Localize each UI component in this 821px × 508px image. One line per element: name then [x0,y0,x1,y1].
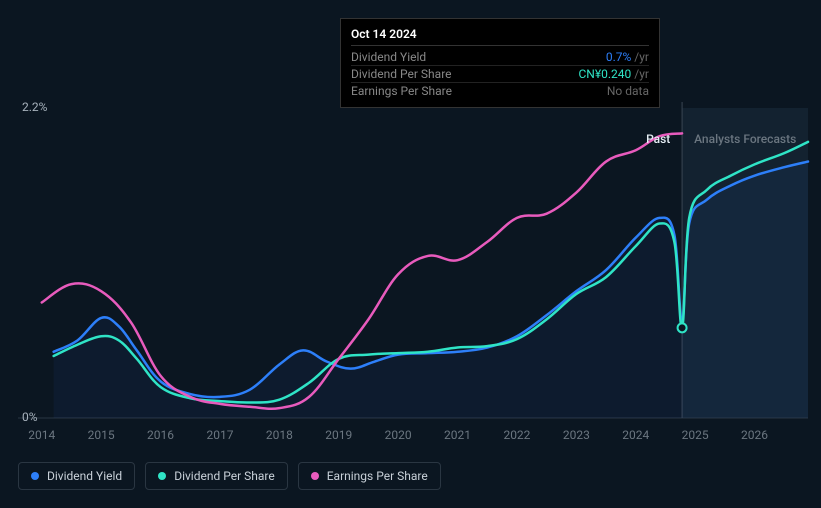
x-tick-label: 2019 [325,428,352,442]
legend-item-earnings-per-share[interactable]: Earnings Per Share [298,462,441,490]
legend-label: Earnings Per Share [327,469,428,483]
chart-container: 0%2.2% 201420152016201720182019202020212… [0,0,821,508]
legend-dot [31,472,39,480]
tooltip-row-label: Dividend Yield [351,50,426,64]
x-tick-label: 2020 [385,428,412,442]
tooltip-row: Dividend Yield 0.7%/yr [351,45,649,65]
x-tick-label: 2016 [147,428,174,442]
hover-marker [678,323,687,332]
x-tick-label: 2026 [741,428,768,442]
x-axis-labels: 2014 2015 2016 2017 2018 2019 2020 2021 2022 2023… [0,428,821,448]
x-tick-label: 2017 [206,428,233,442]
x-tick-label: 2023 [563,428,590,442]
forecast-region-label: Analysts Forecasts [694,132,796,146]
tooltip-row-label: Dividend Per Share [351,67,452,81]
legend-label: Dividend Per Share [174,469,275,483]
legend-dot [158,472,166,480]
x-tick-label: 2021 [444,428,471,442]
legend-item-dividend-yield[interactable]: Dividend Yield [18,462,135,490]
x-tick-label: 2014 [28,428,55,442]
x-tick-label: 2018 [266,428,293,442]
x-tick-label: 2024 [622,428,649,442]
chart-tooltip: Oct 14 2024 Dividend Yield0.7%/yrDividen… [340,18,660,108]
tooltip-row: Earnings Per Share No data [351,82,649,99]
x-tick-label: 2015 [88,428,115,442]
x-tick-label: 2022 [503,428,530,442]
y-tick-label: 2.2% [22,100,47,114]
tooltip-row-value: CN¥0.240/yr [578,67,649,81]
tooltip-row-label: Earnings Per Share [351,84,452,98]
legend: Dividend Yield Dividend Per Share Earnings… [18,462,441,490]
tooltip-row-value: 0.7%/yr [606,50,649,64]
tooltip-row-value: No data [607,84,649,98]
legend-item-dividend-per-share[interactable]: Dividend Per Share [145,462,288,490]
x-tick-label: 2025 [682,428,709,442]
tooltip-date: Oct 14 2024 [351,27,649,41]
past-region-label: Past [646,132,670,146]
legend-dot [311,472,319,480]
legend-label: Dividend Yield [47,469,122,483]
tooltip-row: Dividend Per Share CN¥0.240/yr [351,65,649,82]
y-tick-label: 0% [22,410,38,424]
